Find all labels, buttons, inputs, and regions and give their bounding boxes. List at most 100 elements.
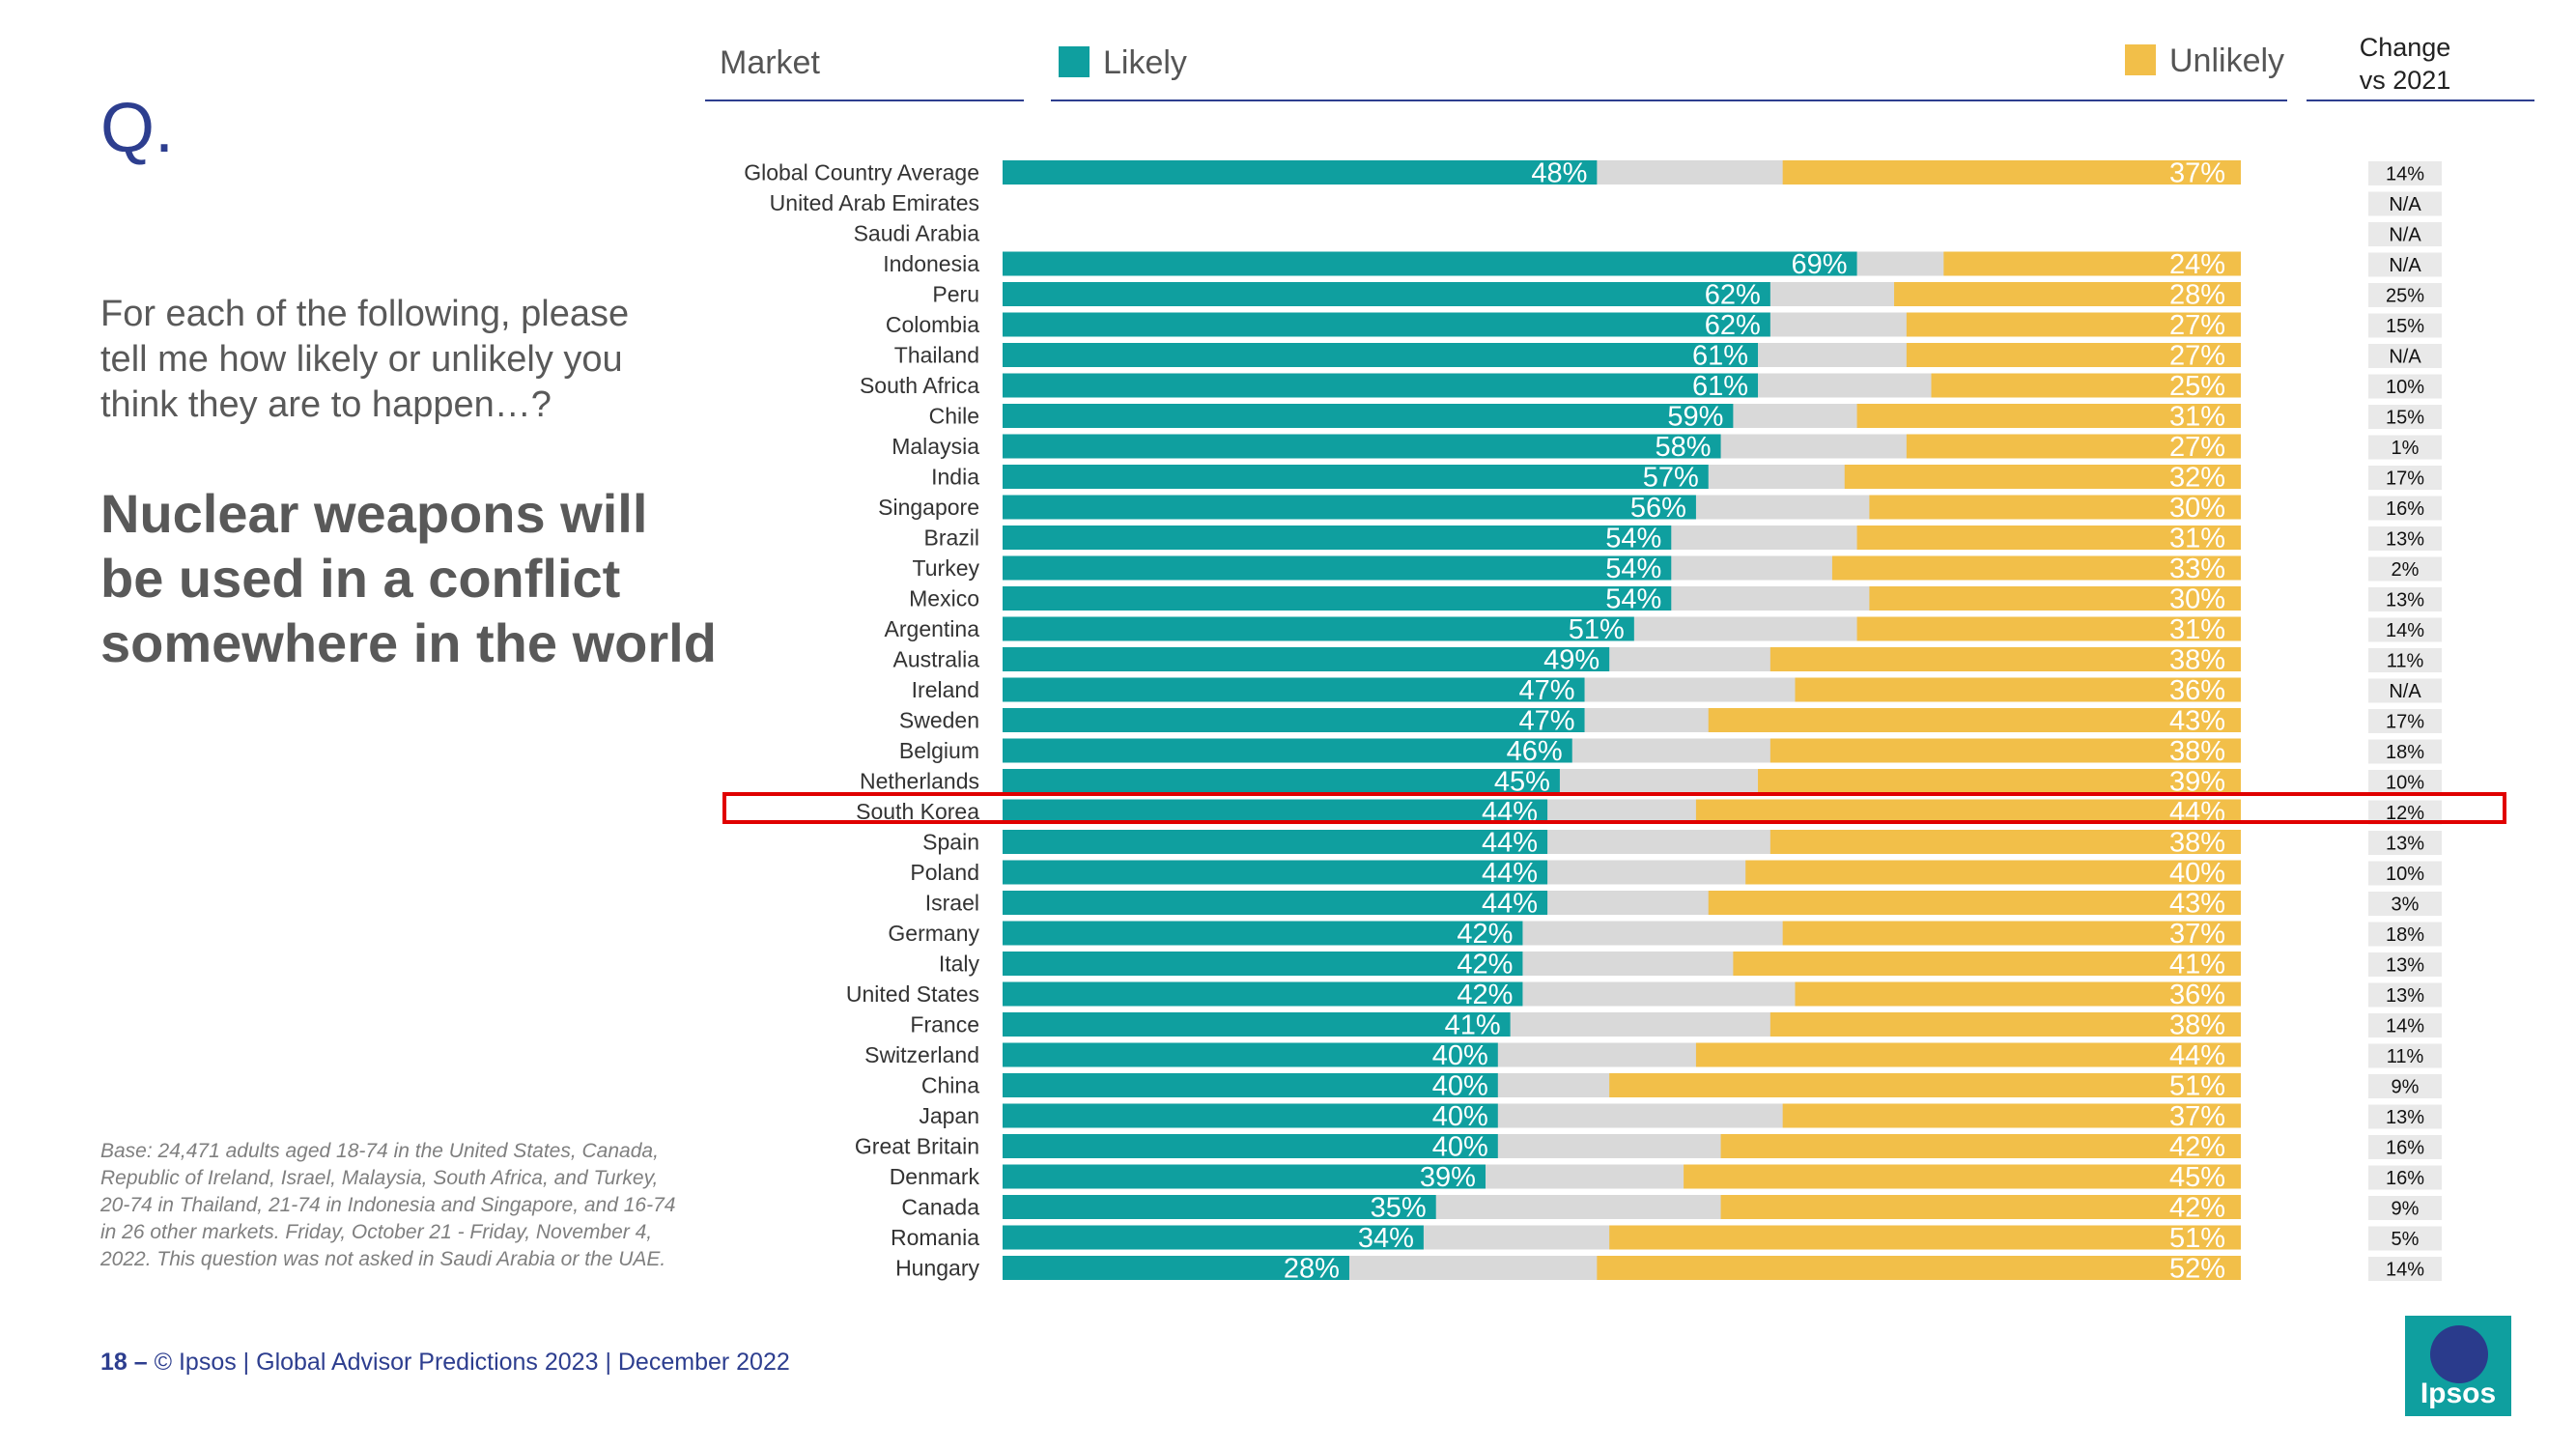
market-label-colombia: Colombia (886, 312, 979, 337)
change-value-france: 14% (2386, 1016, 2424, 1037)
change-header-line2: vs 2021 (2359, 66, 2451, 95)
unlikely-value-turkey: 33% (2169, 554, 2225, 584)
likely-value-france: 41% (1445, 1010, 1501, 1041)
change-cell-singapore (2368, 496, 2442, 521)
bar-likely-india (1003, 465, 1709, 489)
unlikely-value-sweden: 43% (2169, 706, 2225, 737)
bar-likely-switzerland (1003, 1042, 1498, 1067)
bar-unlikely-germany (1782, 921, 2241, 946)
likely-value-global-country-average: 48% (1531, 158, 1587, 189)
change-cell-united-arab-emirates (2368, 191, 2442, 216)
bar-unlikely-south-africa (1931, 373, 2241, 398)
bar-likely-canada (1003, 1195, 1436, 1219)
bar-unlikely-turkey (1831, 555, 2241, 581)
likely-legend-swatch (1059, 46, 1090, 77)
likely-value-china: 40% (1432, 1071, 1488, 1102)
change-cell-switzerland (2368, 1043, 2442, 1068)
change-value-colombia: 15% (2386, 316, 2424, 337)
unlikely-value-switzerland: 44% (2169, 1040, 2225, 1071)
bar-likely-singapore (1003, 495, 1696, 520)
market-label-global-country-average: Global Country Average (744, 160, 979, 185)
change-cell-israel (2368, 892, 2442, 916)
unlikely-value-belgium: 38% (2169, 736, 2225, 767)
market-label-united-states: United States (846, 981, 979, 1007)
unlikely-value-ireland: 36% (2169, 675, 2225, 706)
bar-likely-south-korea (1003, 799, 1548, 824)
change-value-indonesia: N/A (2389, 255, 2421, 276)
market-label-spain: Spain (922, 830, 979, 855)
bar-likely-italy (1003, 952, 1523, 976)
bar-unlikely-chile (1856, 404, 2241, 428)
likely-value-mexico: 54% (1605, 584, 1661, 615)
bar-likely-spain (1003, 830, 1548, 854)
bar-likely-chile (1003, 404, 1734, 428)
change-cell-hungary (2368, 1257, 2442, 1281)
likely-value-great-britain: 40% (1432, 1132, 1488, 1163)
change-value-netherlands: 10% (2386, 773, 2424, 794)
market-label-malaysia: Malaysia (892, 434, 979, 459)
change-cell-global-country-average (2368, 161, 2442, 185)
likely-value-brazil: 54% (1605, 524, 1661, 554)
change-cell-mexico (2368, 587, 2442, 611)
bar-unlikely-argentina (1856, 616, 2241, 641)
change-value-united-states: 13% (2386, 985, 2424, 1007)
change-cell-france (2368, 1013, 2442, 1037)
change-header-line1: Change (2359, 33, 2451, 62)
bar-likely-japan (1003, 1103, 1498, 1128)
change-cell-malaysia (2368, 435, 2442, 460)
change-value-peru: 25% (2386, 286, 2424, 307)
bar-likely-thailand (1003, 343, 1759, 367)
change-value-united-arab-emirates: N/A (2389, 194, 2421, 215)
unlikely-value-denmark: 45% (2169, 1162, 2225, 1193)
change-value-belgium: 18% (2386, 742, 2424, 763)
unlikely-value-great-britain: 42% (2169, 1132, 2225, 1163)
unlikely-value-global-country-average: 37% (2169, 158, 2225, 189)
unlikely-value-france: 38% (2169, 1010, 2225, 1041)
change-cell-canada (2368, 1196, 2442, 1220)
unlikely-value-south-africa: 25% (2169, 371, 2225, 402)
bar-likely-australia (1003, 647, 1610, 671)
change-value-australia: 11% (2387, 651, 2424, 672)
bar-unlikely-indonesia (1943, 251, 2241, 276)
bar-unlikely-united-states (1795, 981, 2241, 1007)
likely-value-colombia: 62% (1705, 310, 1761, 341)
change-value-argentina: 14% (2386, 620, 2424, 641)
change-cell-thailand (2368, 344, 2442, 368)
market-header-line (705, 99, 1024, 101)
market-label-mexico: Mexico (909, 586, 979, 611)
bar-unlikely-australia (1769, 647, 2241, 671)
base-note: Base: 24,471 adults aged 18-74 in the Un… (100, 1140, 676, 1270)
bar-likely-belgium (1003, 738, 1572, 763)
bar-likely-malaysia (1003, 434, 1721, 459)
market-label-argentina: Argentina (885, 616, 980, 641)
bar-likely-argentina (1003, 616, 1634, 641)
bar-unlikely-israel (1708, 891, 2241, 915)
change-cell-sweden (2368, 709, 2442, 733)
change-cell-italy (2368, 952, 2442, 977)
bar-likely-turkey (1003, 555, 1672, 581)
bar-unlikely-netherlands (1758, 769, 2241, 793)
market-label-brazil: Brazil (923, 526, 979, 551)
market-label-france: France (910, 1012, 979, 1037)
question-text: For each of the following, please tell m… (100, 294, 630, 425)
change-cell-south-africa (2368, 374, 2442, 399)
bar-likely-romania (1003, 1225, 1424, 1250)
market-label-thailand: Thailand (894, 343, 979, 368)
bar-unlikely-thailand (1906, 343, 2241, 367)
change-cell-denmark (2368, 1165, 2442, 1190)
market-label-great-britain: Great Britain (855, 1134, 979, 1159)
market-label-united-arab-emirates: United Arab Emirates (770, 190, 979, 215)
change-value-india: 17% (2386, 469, 2424, 490)
market-label-singapore: Singapore (878, 495, 979, 520)
unlikely-value-mexico: 30% (2169, 584, 2225, 615)
change-cell-indonesia (2368, 252, 2442, 277)
change-cell-saudi-arabia (2368, 222, 2442, 246)
likely-value-switzerland: 40% (1432, 1040, 1488, 1071)
unlikely-value-india: 32% (2169, 463, 2225, 494)
change-value-south-korea: 12% (2386, 803, 2424, 824)
bar-unlikely-poland (1745, 860, 2241, 885)
unlikely-value-chile: 31% (2169, 402, 2225, 433)
bar-unlikely-switzerland (1695, 1042, 2241, 1067)
likely-value-thailand: 61% (1692, 341, 1748, 372)
market-label-india: India (931, 465, 979, 490)
